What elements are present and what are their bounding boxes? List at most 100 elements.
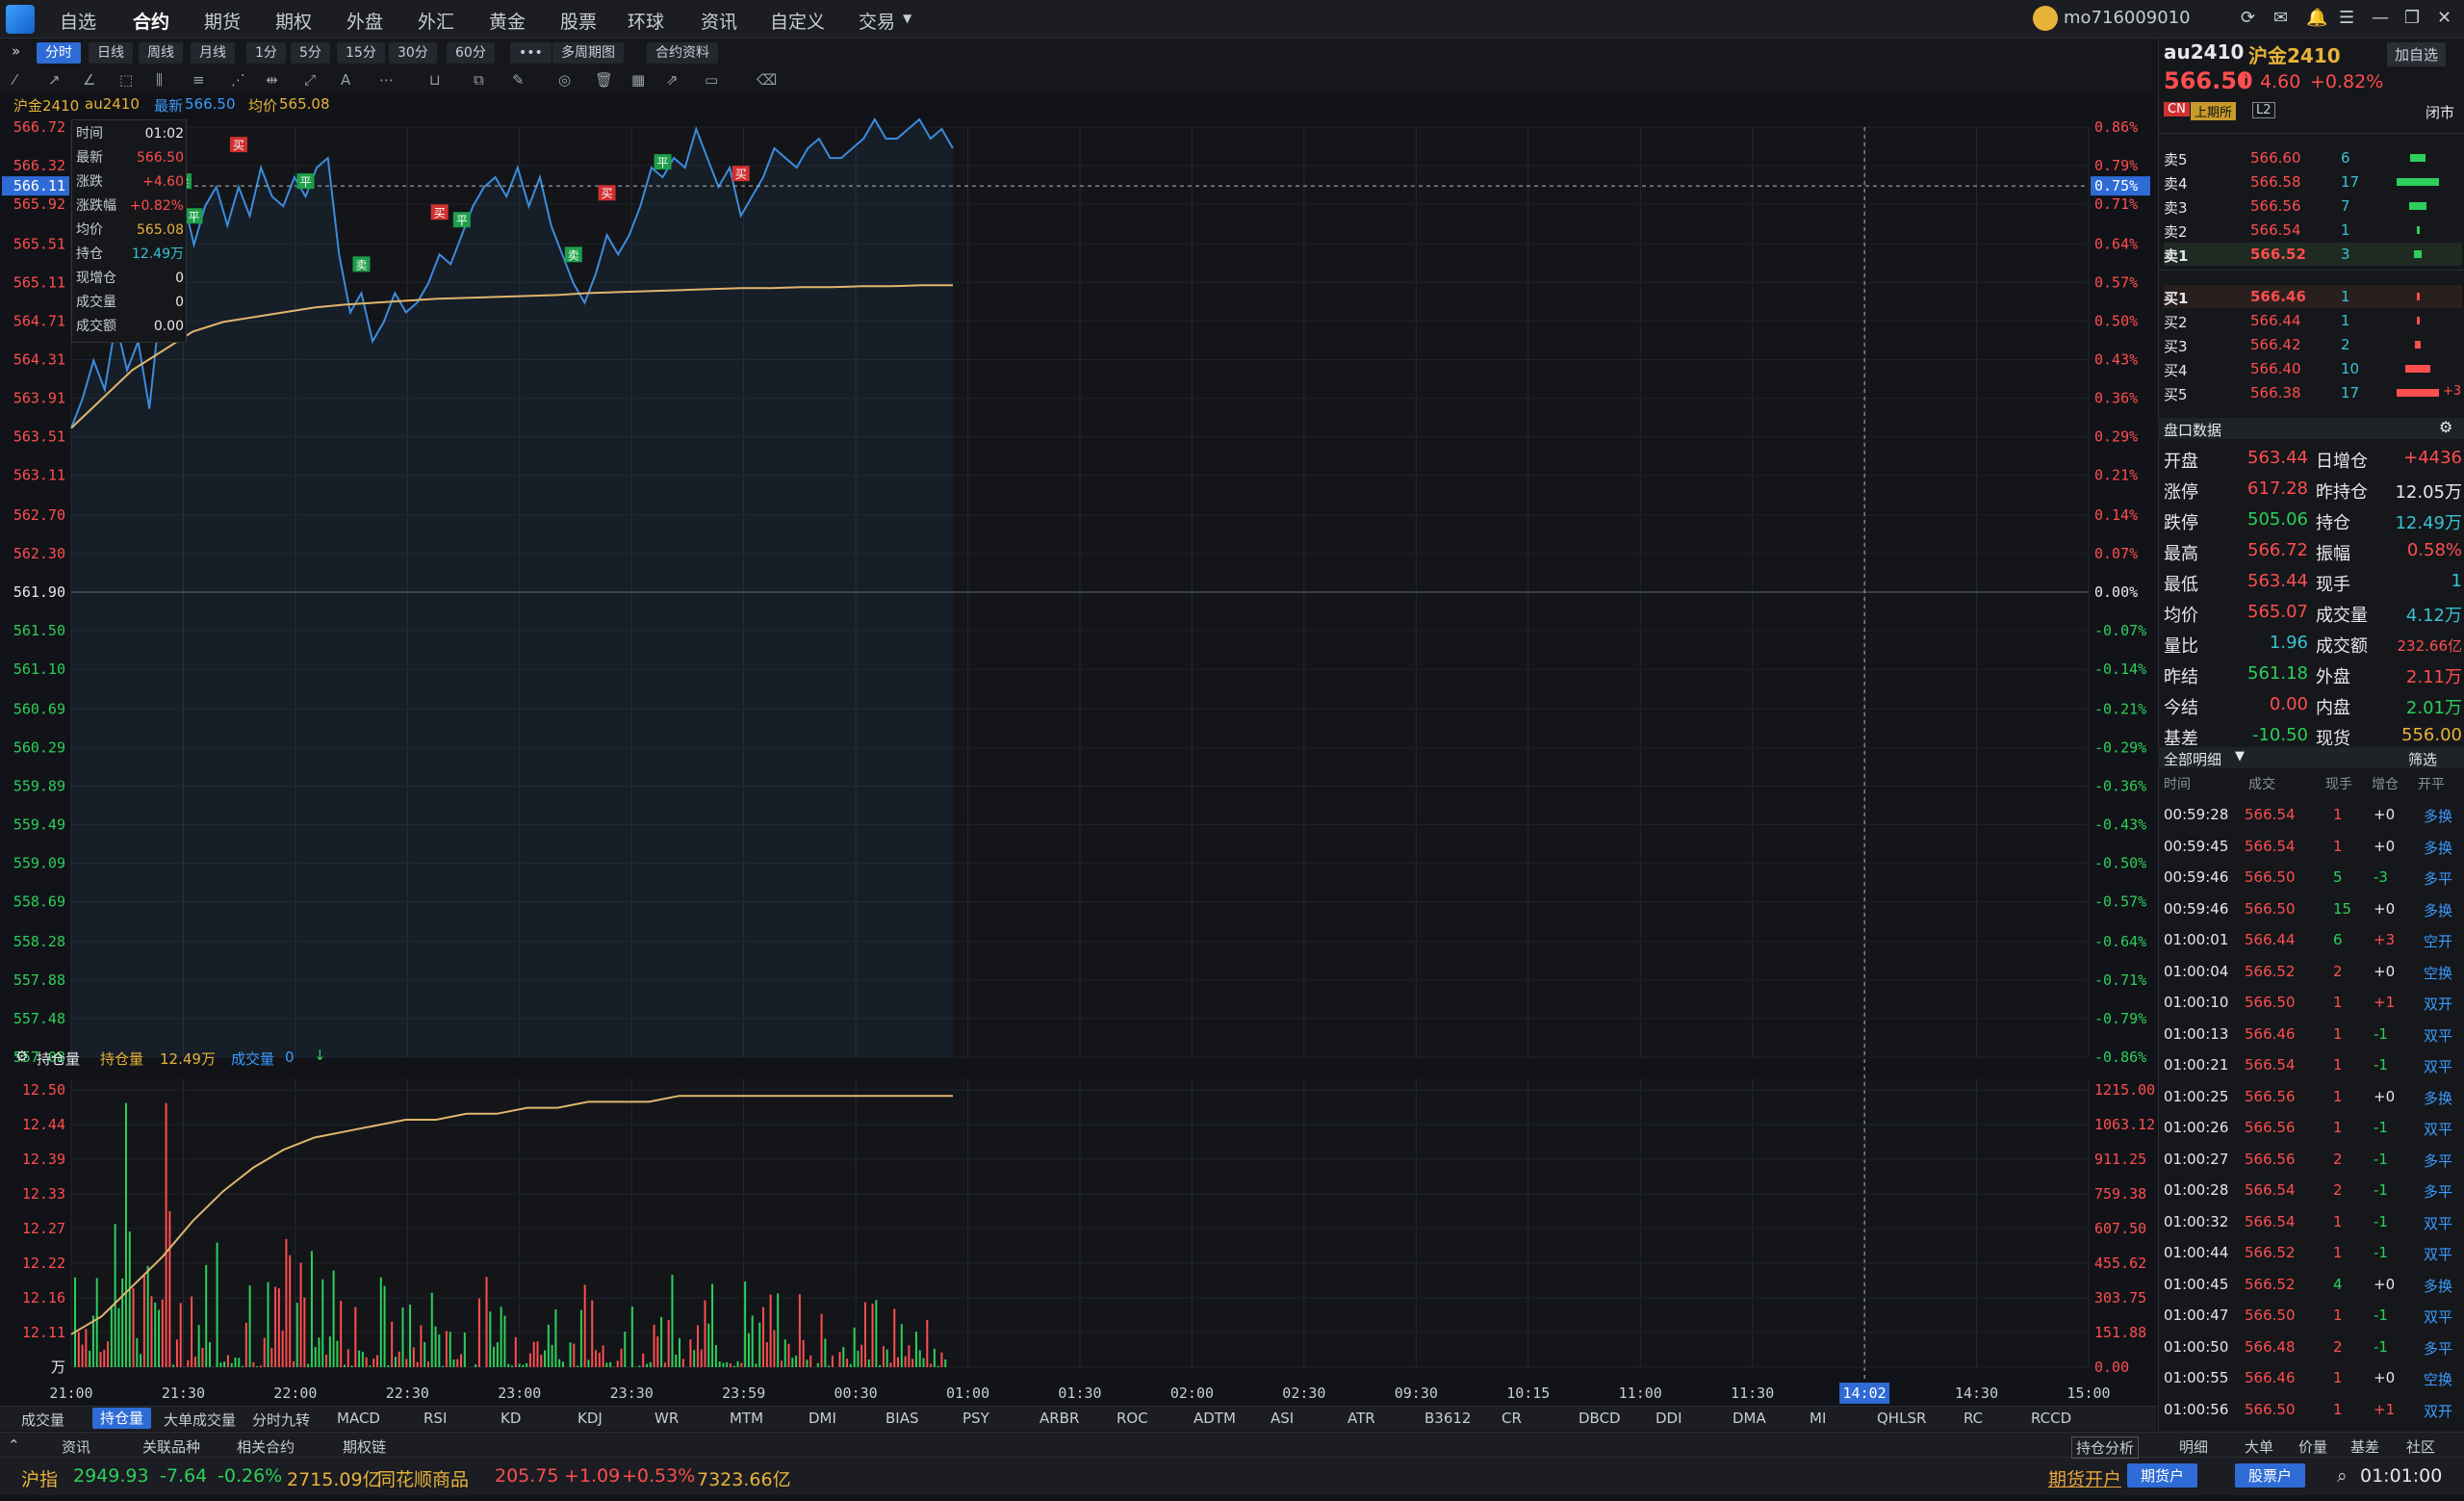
signal-badge[interactable]	[430, 204, 449, 220]
ask-row[interactable]: 卖1 566.52 3	[2164, 243, 2462, 266]
signal-badge[interactable]	[185, 208, 203, 224]
bid-row[interactable]: 买5 566.38 17 +3	[2164, 381, 2462, 404]
ask-row[interactable]: 卖5 566.60 6	[2164, 146, 2462, 169]
indicator-tab-wr[interactable]: WR	[654, 1410, 680, 1427]
bottom-tab-2[interactable]: 相关合约	[237, 1438, 295, 1456]
period-tab-5[interactable]: 5分	[291, 42, 330, 64]
multi-period-button[interactable]: 多周期图	[552, 42, 624, 64]
nav-item-9[interactable]: 资讯	[701, 12, 738, 33]
right-tab-2[interactable]: 大单	[2245, 1438, 2274, 1456]
mail-icon[interactable]: ✉	[2273, 8, 2289, 28]
bid-row[interactable]: 买1 566.46 1	[2164, 285, 2462, 308]
indicator-tab-dma[interactable]: DMA	[1732, 1410, 1766, 1427]
search-icon[interactable]: ⌕	[2337, 1465, 2348, 1487]
indicator-tab-mi[interactable]: MI	[1810, 1410, 1827, 1427]
more-periods-button[interactable]: •••	[510, 42, 552, 64]
indicator-tab-rsi[interactable]: RSI	[424, 1410, 448, 1427]
indicator-tab-分时九转[interactable]: 分时九转	[252, 1411, 311, 1429]
parallel-tool-icon[interactable]: ⫼	[156, 71, 163, 89]
indicator-tab-cr[interactable]: CR	[1502, 1410, 1522, 1427]
line-tool-icon[interactable]: ⁄	[13, 71, 16, 89]
indicator-tab-macd[interactable]: MACD	[337, 1410, 380, 1427]
more-tools-icon[interactable]: ⋯	[379, 71, 394, 89]
nav-item-4[interactable]: 外盘	[346, 12, 384, 33]
right-tab-0[interactable]: 持仓分析	[2071, 1436, 2140, 1459]
delete-icon[interactable]: 🗑	[595, 71, 614, 89]
nav-item-0[interactable]: 自选	[60, 12, 97, 33]
channel-tool-icon[interactable]: ⬚	[119, 71, 134, 89]
nav-item-6[interactable]: 黄金	[489, 12, 526, 33]
signal-badge[interactable]	[732, 166, 750, 182]
bid-row[interactable]: 买4 566.40 10	[2164, 357, 2462, 380]
close-icon[interactable]: ✕	[2437, 8, 2452, 28]
period-tab-4[interactable]: 1分	[246, 42, 286, 64]
signal-badge[interactable]	[296, 173, 315, 190]
gann-tool-icon[interactable]: ⋰	[231, 71, 245, 89]
indicator-tab-持仓量[interactable]: 持仓量	[92, 1408, 152, 1429]
filter-button[interactable]: 筛选	[2408, 751, 2438, 768]
trend-tool-icon[interactable]: ⤢	[304, 71, 317, 89]
fib-tool-icon[interactable]: ≡	[192, 71, 205, 89]
export-icon[interactable]: ⇗	[666, 71, 679, 89]
indicator-tab-成交量[interactable]: 成交量	[21, 1411, 65, 1429]
expand-icon[interactable]: »	[12, 42, 21, 60]
indicator-tab-arbr[interactable]: ARBR	[1040, 1410, 1080, 1427]
stock-account-button[interactable]: 股票户	[2235, 1463, 2306, 1488]
measure-tool-icon[interactable]: ⇹	[266, 71, 278, 89]
ask-row[interactable]: 卖4 566.58 17	[2164, 170, 2462, 194]
bottom-tab-3[interactable]: 期权链	[343, 1438, 387, 1456]
indicator-tab-kd[interactable]: KD	[500, 1410, 522, 1427]
right-tab-3[interactable]: 价量	[2298, 1438, 2328, 1456]
ask-row[interactable]: 卖3 566.56 7	[2164, 194, 2462, 218]
gear-icon[interactable]: ⚙	[2439, 418, 2453, 436]
ask-row[interactable]: 卖2 566.54 1	[2164, 219, 2462, 242]
minimize-icon[interactable]: —	[2372, 8, 2389, 28]
right-tab-4[interactable]: 基差	[2350, 1438, 2380, 1456]
trades-title[interactable]: 全部明细	[2164, 751, 2222, 768]
index1-name[interactable]: 沪指	[21, 1469, 59, 1490]
add-favorite-button[interactable]: 加自选	[2387, 42, 2447, 66]
nav-item-10[interactable]: 自定义	[770, 12, 826, 33]
period-tab-3[interactable]: 月线	[191, 42, 235, 64]
period-tab-7[interactable]: 30分	[389, 42, 437, 64]
bottom-tab-1[interactable]: 关联品种	[142, 1438, 201, 1456]
nav-item-1[interactable]: 合约	[133, 12, 170, 33]
eraser-icon[interactable]: ⌫	[757, 71, 778, 89]
indicator-tab-ddi[interactable]: DDI	[1656, 1410, 1682, 1427]
ray-tool-icon[interactable]: ↗	[48, 71, 61, 89]
avatar[interactable]	[2033, 6, 2058, 36]
brush-icon[interactable]: ✎	[512, 71, 525, 89]
segment-tool-icon[interactable]: ∠	[83, 71, 96, 89]
indicator-tab-b3612[interactable]: B3612	[1424, 1410, 1472, 1427]
indicator-tab-qhlsr[interactable]: QHLSR	[1877, 1410, 1927, 1427]
indicator-tab-dbcd[interactable]: DBCD	[1578, 1410, 1621, 1427]
nav-item-3[interactable]: 期权	[275, 12, 313, 33]
menu-icon[interactable]: ☰	[2339, 8, 2355, 28]
indicator-tab-rc[interactable]: RC	[1964, 1410, 1984, 1427]
chevron-down-icon[interactable]: ▼	[903, 12, 912, 25]
bottom-tab-0[interactable]: 资讯	[62, 1438, 91, 1456]
comment-icon[interactable]: ▭	[705, 71, 719, 89]
indicator-tab-kdj[interactable]: KDJ	[578, 1410, 603, 1427]
right-tab-5[interactable]: 社区	[2406, 1438, 2436, 1456]
bid-row[interactable]: 买2 566.44 1	[2164, 309, 2462, 332]
period-tab-6[interactable]: 15分	[337, 42, 385, 64]
nav-item-5[interactable]: 外汇	[418, 12, 455, 33]
period-tab-2[interactable]: 周线	[139, 42, 183, 64]
period-tab-0[interactable]: 分时	[37, 42, 81, 64]
indicator-tab-dmi[interactable]: DMI	[808, 1410, 836, 1427]
indicator-tab-psy[interactable]: PSY	[962, 1410, 989, 1427]
futures-account-button[interactable]: 期货户	[2127, 1463, 2198, 1488]
index2-name[interactable]: 同花顺商品	[377, 1469, 470, 1490]
period-tab-8[interactable]: 60分	[447, 42, 495, 64]
signal-badge[interactable]	[229, 137, 247, 153]
username[interactable]: mo716009010	[2064, 8, 2191, 28]
layout-icon[interactable]: ▦	[631, 71, 646, 89]
app-logo-icon[interactable]	[6, 5, 35, 34]
signal-badge[interactable]	[598, 185, 616, 201]
contract-info-button[interactable]: 合约资料	[647, 42, 718, 64]
signal-badge[interactable]	[564, 246, 582, 263]
nav-item-7[interactable]: 股票	[560, 12, 598, 33]
nav-item-11[interactable]: 交易	[859, 12, 896, 33]
indicator-tab-mtm[interactable]: MTM	[730, 1410, 764, 1427]
